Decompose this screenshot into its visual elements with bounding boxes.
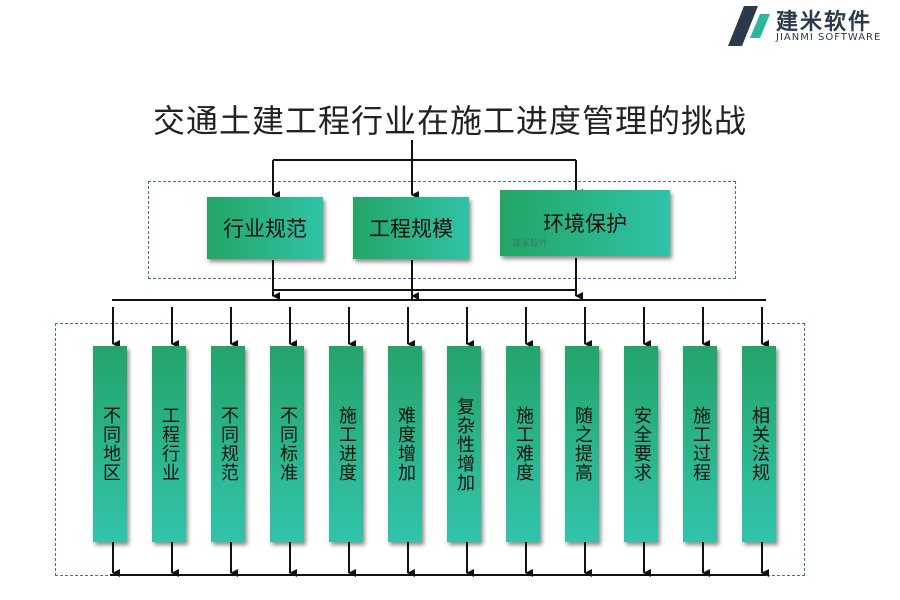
challenge-box-label: 施工进度 (336, 406, 357, 482)
challenge-box-label: 工程行业 (159, 406, 180, 482)
top-box-industry-standard: 行业规范 (207, 197, 323, 259)
challenge-box-label: 复杂性增加 (454, 396, 475, 492)
challenge-box-label: 随之提高 (572, 406, 593, 482)
page-title: 交通土建工程行业在施工进度管理的挑战 (152, 102, 747, 140)
logo-name-en: JIANMI SOFTWARE (776, 32, 882, 43)
challenge-box-12: 相关法规 (742, 346, 776, 542)
challenge-box-7: 复杂性增加 (447, 346, 481, 542)
challenge-box-label: 施工难度 (513, 406, 534, 482)
watermark-logo: 建米软件 (512, 239, 549, 249)
challenge-box-label: 相关法规 (749, 406, 770, 482)
challenge-box-6: 难度增加 (388, 346, 422, 542)
challenge-box-5: 施工进度 (329, 346, 363, 542)
challenge-box-label: 不同规范 (218, 406, 239, 482)
top-box-project-scale: 工程规模 (353, 197, 469, 259)
challenge-box-10: 安全要求 (624, 346, 658, 542)
company-logo: 建米软件 JIANMI SOFTWARE (724, 4, 898, 48)
top-box-label: 环境保护 (543, 212, 627, 236)
challenge-box-4: 不同标准 (270, 346, 304, 542)
top-box-environmental-protection: 环境保护 (500, 190, 670, 256)
challenge-box-8: 施工难度 (506, 346, 540, 542)
logo-name-cn: 建米软件 (776, 10, 873, 35)
top-box-label: 工程规模 (369, 217, 453, 241)
challenge-box-label: 不同地区 (100, 406, 121, 482)
challenge-box-2: 工程行业 (152, 346, 186, 542)
challenge-box-label: 不同标准 (277, 406, 298, 482)
challenge-box-label: 施工过程 (690, 406, 711, 482)
logo-mark-icon (728, 6, 770, 46)
challenge-box-3: 不同规范 (211, 346, 245, 542)
challenge-box-11: 施工过程 (683, 346, 717, 542)
challenge-box-9: 随之提高 (565, 346, 599, 542)
top-box-label: 行业规范 (223, 217, 307, 241)
challenge-box-label: 难度增加 (395, 406, 416, 482)
challenge-box-1: 不同地区 (93, 346, 127, 542)
challenge-box-label: 安全要求 (631, 406, 652, 482)
top-group-frame (148, 181, 736, 279)
